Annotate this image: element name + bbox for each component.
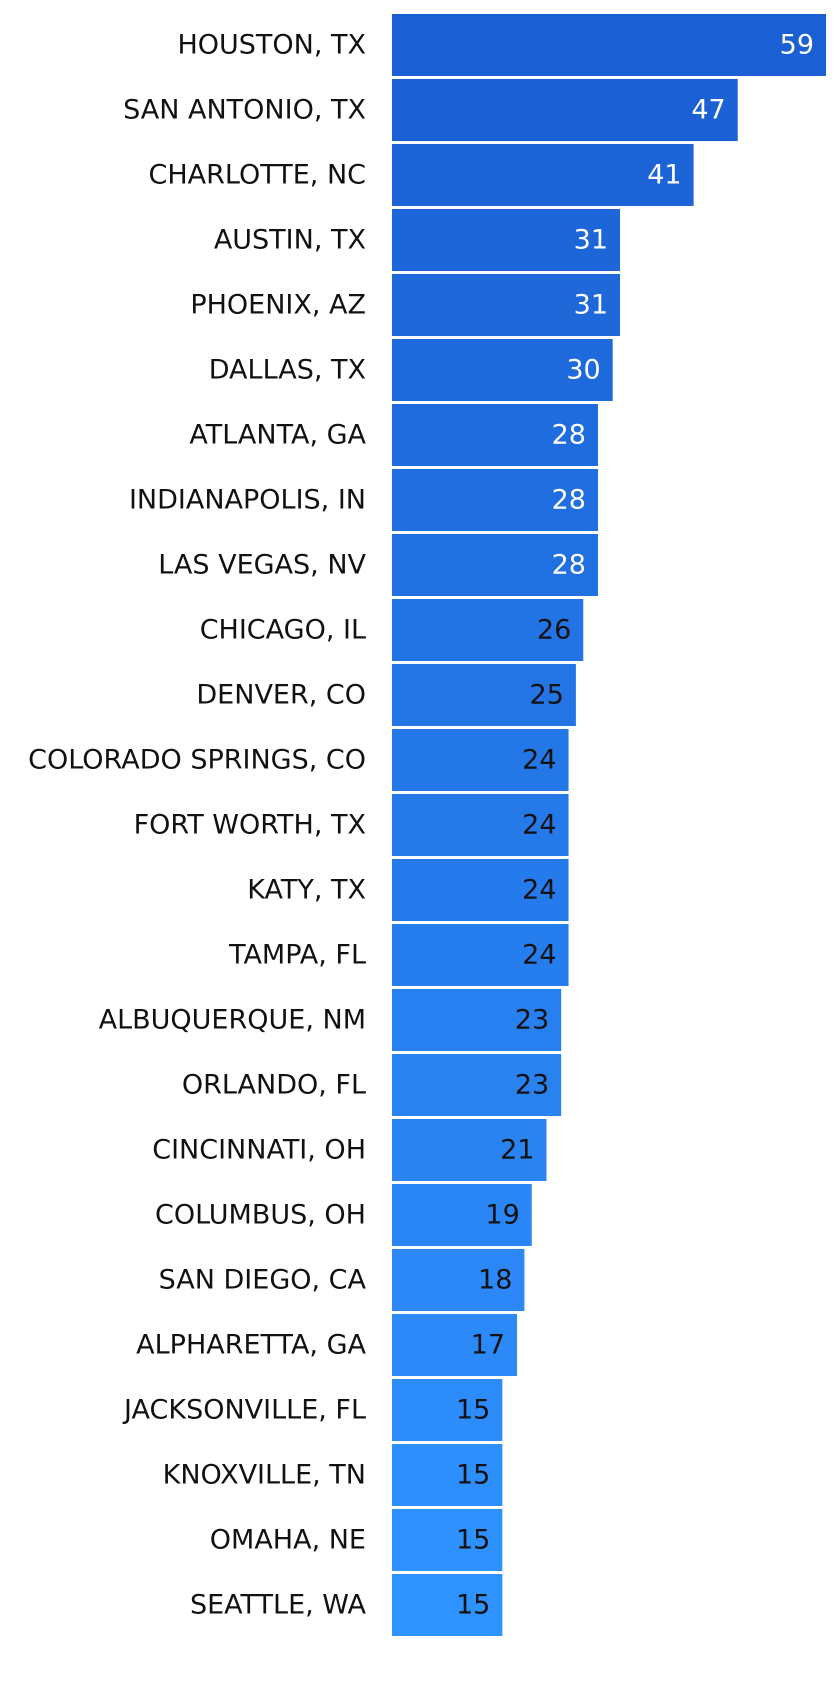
bar	[392, 209, 621, 271]
bar	[392, 79, 738, 141]
category-label: FORT WORTH, TX	[134, 810, 366, 841]
bar	[392, 1574, 503, 1636]
category-label: SEATTLE, WA	[190, 1590, 367, 1621]
bar	[392, 1054, 562, 1116]
category-label: PHOENIX, AZ	[190, 290, 366, 321]
value-label: 17	[471, 1330, 505, 1361]
bar	[392, 1119, 547, 1181]
category-label: ORLANDO, FL	[182, 1070, 366, 1101]
value-label: 21	[500, 1135, 534, 1166]
category-label: INDIANAPOLIS, IN	[129, 485, 366, 516]
category-label: DENVER, CO	[196, 680, 366, 711]
bar	[392, 729, 569, 791]
category-label: KNOXVILLE, TN	[163, 1460, 366, 1491]
category-label: CHICAGO, IL	[200, 615, 366, 646]
category-label: TAMPA, FL	[228, 940, 366, 971]
value-label: 15	[456, 1460, 490, 1491]
bar	[392, 404, 598, 466]
value-label: 23	[515, 1070, 549, 1101]
category-label: COLORADO SPRINGS, CO	[28, 745, 366, 776]
bar	[392, 274, 621, 336]
value-label: 18	[478, 1265, 512, 1296]
category-label: ALPHARETTA, GA	[136, 1330, 366, 1361]
bar	[392, 144, 694, 206]
bar	[392, 1184, 532, 1246]
value-label: 47	[691, 95, 725, 126]
value-label: 41	[647, 160, 681, 191]
category-label: OMAHA, NE	[210, 1525, 366, 1556]
value-label: 24	[522, 745, 556, 776]
category-label: CINCINNATI, OH	[152, 1135, 366, 1166]
value-label: 24	[522, 875, 556, 906]
value-label: 24	[522, 810, 556, 841]
bar	[392, 14, 826, 76]
category-label: ALBUQUERQUE, NM	[99, 1005, 366, 1036]
value-label: 28	[552, 485, 586, 516]
category-label: AUSTIN, TX	[214, 225, 366, 256]
bar	[392, 1509, 503, 1571]
category-label: KATY, TX	[247, 875, 366, 906]
category-label: SAN ANTONIO, TX	[123, 95, 366, 126]
value-label: 28	[552, 420, 586, 451]
value-label: 19	[485, 1200, 519, 1231]
bar	[392, 534, 598, 596]
value-label: 15	[456, 1395, 490, 1426]
category-label: CHARLOTTE, NC	[148, 160, 366, 191]
category-label: HOUSTON, TX	[177, 30, 366, 61]
bar	[392, 924, 569, 986]
value-label: 23	[515, 1005, 549, 1036]
bar	[392, 1314, 518, 1376]
value-label: 25	[530, 680, 564, 711]
value-label: 59	[780, 30, 814, 61]
value-label: 30	[566, 355, 600, 386]
bar	[392, 599, 584, 661]
value-label: 31	[574, 225, 608, 256]
value-label: 15	[456, 1590, 490, 1621]
value-label: 28	[552, 550, 586, 581]
category-label: ATLANTA, GA	[189, 420, 366, 451]
category-label: DALLAS, TX	[209, 355, 366, 386]
bar	[392, 794, 569, 856]
bar	[392, 859, 569, 921]
value-label: 15	[456, 1525, 490, 1556]
bar	[392, 989, 562, 1051]
bar	[392, 664, 576, 726]
category-label: LAS VEGAS, NV	[158, 550, 366, 581]
bar	[392, 1379, 503, 1441]
value-label: 24	[522, 940, 556, 971]
bar	[392, 1444, 503, 1506]
value-label: 31	[574, 290, 608, 321]
bar	[392, 1249, 525, 1311]
value-label: 26	[537, 615, 571, 646]
bar	[392, 469, 598, 531]
bar	[392, 339, 613, 401]
category-label: SAN DIEGO, CA	[159, 1265, 367, 1296]
category-label: COLUMBUS, OH	[155, 1200, 366, 1231]
category-label: JACKSONVILLE, FL	[122, 1395, 366, 1426]
